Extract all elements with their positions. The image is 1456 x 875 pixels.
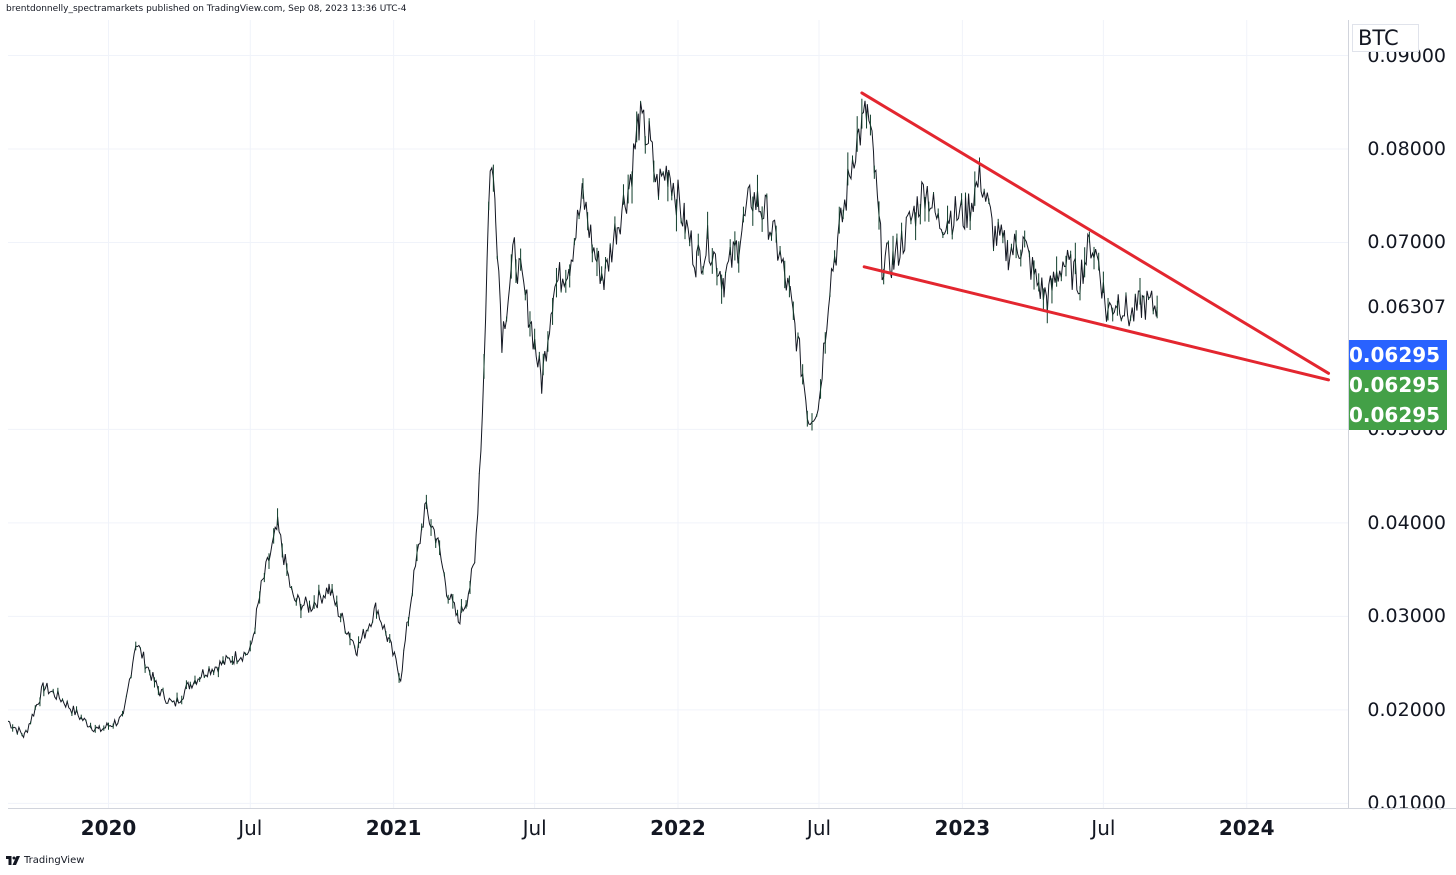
x-tick-label: 2024 bbox=[1218, 816, 1275, 840]
symbol-label[interactable]: BTC bbox=[1352, 24, 1419, 52]
attribution-text: brentdonnelly_spectramarkets published o… bbox=[6, 4, 407, 14]
trendline-lower bbox=[862, 265, 1331, 382]
x-tick-label: 2021 bbox=[365, 816, 422, 840]
x-tick-label: Jul bbox=[806, 816, 832, 840]
price-chart[interactable] bbox=[8, 20, 1348, 808]
price-series bbox=[8, 98, 1158, 739]
grid bbox=[8, 20, 1348, 808]
x-tick-label: 2023 bbox=[934, 816, 991, 840]
x-tick-label: Jul bbox=[238, 816, 263, 840]
price-axis[interactable]: 0.090000.080000.070000.063070.050000.040… bbox=[1349, 20, 1456, 815]
trendline-upper bbox=[860, 91, 1331, 375]
chart-plot-area[interactable] bbox=[8, 20, 1349, 809]
tradingview-logo-icon bbox=[6, 856, 20, 865]
price-label-green: 0.06295 bbox=[1349, 370, 1447, 400]
time-axis[interactable]: 2020 Jul 2021 Jul 2022 Jul 2023 Jul 2024 bbox=[8, 808, 1348, 848]
x-tick-label: Jul bbox=[522, 816, 547, 840]
x-tick-label: Jul bbox=[1091, 816, 1116, 840]
price-label-blue: 0.06295 bbox=[1349, 340, 1447, 370]
y-tick-label: 0.06307 bbox=[1367, 296, 1446, 319]
footer-branding[interactable]: TradingView bbox=[6, 855, 84, 866]
y-tick-label: 0.07000 bbox=[1367, 231, 1446, 254]
x-tick-label: 2022 bbox=[650, 816, 706, 840]
x-tick-label: 2020 bbox=[80, 816, 137, 840]
price-label-green-2: 0.06295 bbox=[1349, 400, 1447, 430]
y-tick-label: 0.08000 bbox=[1367, 137, 1446, 160]
y-tick-label: 0.04000 bbox=[1367, 511, 1446, 534]
y-tick-label: 0.02000 bbox=[1367, 698, 1446, 721]
y-tick-label: 0.03000 bbox=[1367, 605, 1446, 628]
trendlines[interactable] bbox=[860, 91, 1331, 382]
axis-corner bbox=[1349, 808, 1456, 849]
footer-brand-text: TradingView bbox=[24, 855, 85, 866]
